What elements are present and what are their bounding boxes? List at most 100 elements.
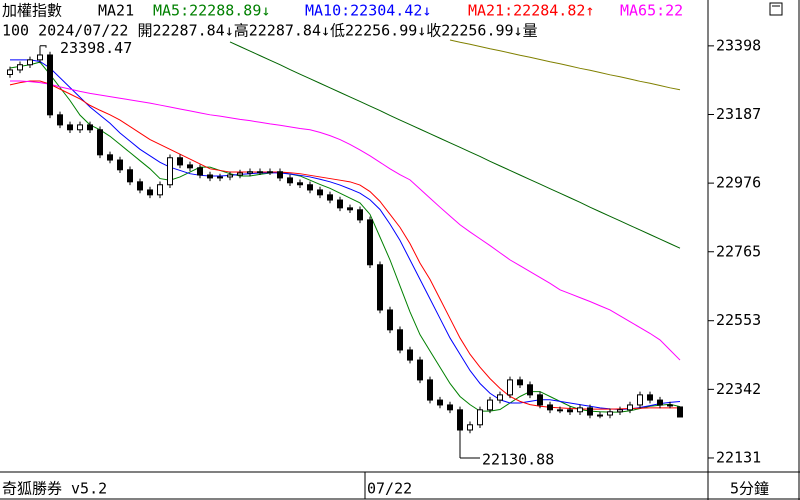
candle-body [557,409,563,412]
candle-body [587,407,593,416]
ma-line [9,61,681,413]
x-tick-label: 07/22 [367,480,412,498]
candle-body [537,394,543,406]
candle-body [247,171,253,174]
candle-body [407,349,413,361]
candle-body [17,64,23,71]
candle-body [47,54,53,116]
candle-body [527,384,533,396]
candle-body [607,411,613,416]
legend-entry: MA65:22 [620,2,683,20]
candle-body [367,219,373,266]
subtitle: MA21 [98,2,134,20]
candle-body [57,114,63,126]
candle-body [117,159,123,171]
candle-body [237,172,243,176]
candle-body [347,207,353,211]
y-tick-label: 22765 [716,242,761,260]
plot-area: 23398.47 22130.88 [7,39,683,469]
candle-body [337,199,343,209]
candle-body [577,407,583,413]
candle-body [517,379,523,386]
candle-body [657,399,663,406]
y-tick-label: 22553 [716,311,761,329]
ma-line [10,80,681,361]
candle-body [207,174,213,179]
candle-body [7,69,13,75]
candle-body [427,379,433,401]
ma-line [229,41,681,249]
candle-body [277,171,283,179]
candle-body [397,329,403,351]
candle-body [667,404,673,407]
candle-body [457,409,463,431]
candle-body [87,124,93,131]
candle-body [307,184,313,191]
candle-body [187,164,193,169]
candle-body [107,154,113,161]
legend-entry: MA10:22304.42↓ [305,2,431,20]
candle-body [197,167,203,176]
candle-body [167,157,173,186]
candle-body [617,409,623,413]
candle-body [447,404,453,411]
candle-body [317,189,323,196]
candle-body [157,184,163,196]
y-tick-label: 22976 [716,174,761,192]
candle-body [267,171,273,174]
candle-body [487,399,493,411]
candle-body [387,309,393,331]
footer-left: 奇狐勝券 v5.2 [2,480,107,498]
annotation-leader [40,45,47,48]
candle-body [547,404,553,411]
candle-body [147,189,153,196]
candle-body [127,169,133,183]
candle-body [477,409,483,426]
y-tick-label: 23398 [716,36,761,54]
candle-body [287,177,293,184]
legend-entry: MA5:22288.89↓ [153,2,270,20]
candle-body [357,209,363,221]
title: 加權指數 [2,2,62,20]
window-button[interactable] [769,2,783,16]
candle-body [377,264,383,311]
candle-body [677,406,683,418]
candle-body [627,404,633,411]
low-annotation: 22130.88 [482,451,554,469]
candle-body [567,409,573,413]
footer-right: 5分鐘 [730,480,769,498]
y-tick-label: 22131 [716,448,761,466]
candle-body [177,157,183,166]
ma-line [10,59,681,411]
candle-body [37,54,43,61]
candle-body [97,129,103,156]
candle-body [137,181,143,191]
candle-body [597,414,603,417]
info-line: 100 2024/07/22 開22287.84↓高22287.84↓低2225… [2,22,538,40]
candle-body [77,124,83,131]
candle-body [647,394,653,401]
candle-body [227,174,233,178]
candle-body [467,424,473,431]
high-annotation: 23398.47 [60,39,132,57]
candle-body [217,176,223,179]
candle-body [437,399,443,406]
candle-body [327,194,333,201]
ma-line [9,80,681,410]
candle-body [497,394,503,401]
candle-body [507,379,513,396]
candle-body [297,182,303,186]
y-tick-label: 23187 [716,105,761,123]
candle-body [67,124,73,131]
candle-body [27,59,33,66]
y-tick-label: 22342 [716,380,761,398]
candle-body [637,394,643,406]
ma-line [449,39,681,91]
legend-entry: MA21:22284.82↑ [468,2,594,20]
candle-body [257,171,263,174]
candle-body [417,359,423,381]
header: 加權指數 MA21 MA5:22288.89↓ MA10:22304.42↓ MA21:… [2,2,683,40]
